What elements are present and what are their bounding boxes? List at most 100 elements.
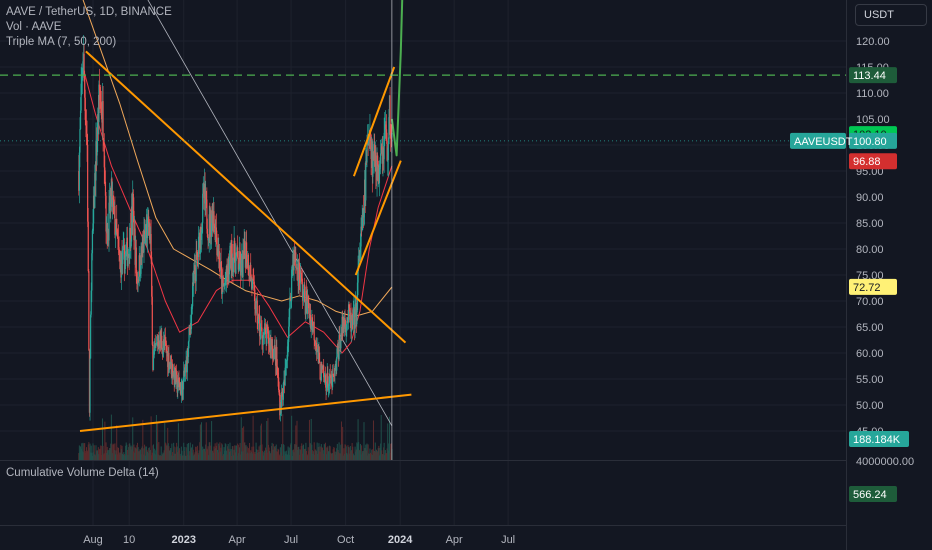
candle-body [223,285,225,287]
volume-bar [115,450,117,460]
trendline-descending-resistance[interactable] [85,50,407,344]
candle-body [276,366,279,373]
volume-bar [365,444,367,460]
volume-bar [171,452,173,460]
volume-bar [367,444,369,460]
volume-bar [145,446,147,460]
volume-bar [327,446,329,460]
candle-body [105,195,107,232]
candle-body [237,257,239,270]
volume-bar [300,445,302,460]
volume-bar [329,446,331,460]
candle-body [139,255,141,276]
trendline-channel-upper[interactable] [352,66,396,177]
volume-bar [244,446,246,460]
volume-bar [257,452,259,460]
ma-legend[interactable]: Triple MA (7, 50, 200) [6,36,117,48]
candle-body [267,328,269,332]
x-tick-label: 2023 [171,534,195,546]
volume-bar [167,443,169,460]
candle-body [336,346,338,357]
volume-bar [356,442,358,460]
volume-bar [284,451,286,460]
volume-bar [130,445,132,460]
cvd-legend[interactable]: Cumulative Volume Delta (14) [6,467,159,479]
volume-bar [340,444,342,460]
volume-bar [307,447,309,460]
volume-bar [288,450,290,460]
volume-bar [91,452,93,460]
volume-bar [141,447,143,460]
candle-body [329,373,331,384]
volume-bar [213,446,215,460]
volume-bar [345,444,347,460]
volume-bar [218,443,220,460]
volume-bar [233,455,235,460]
volume-bar [361,445,363,460]
volume-bar [326,447,328,460]
volume-bar [174,453,176,460]
trendline-channel-lower[interactable] [354,160,402,276]
volume-bar [314,454,316,460]
volume-bar [288,447,290,460]
volume-bar [324,442,326,460]
projection-path[interactable] [390,0,404,157]
volume-bar [142,454,144,460]
trendline-ascending-support[interactable] [79,393,412,432]
volume-bar [372,420,374,460]
volume-bar [231,455,233,460]
volume-bar [106,453,108,460]
candle-body [134,228,136,265]
volume-bar [343,448,345,460]
volume-bar [323,453,325,460]
volume-bar [222,454,224,460]
volume-bar [270,446,272,460]
symbol-legend[interactable]: AAVE / TetherUS, 1D, BINANCE [6,6,172,18]
volume-bar [196,445,198,460]
volume-bar [160,455,162,460]
volume-bar [348,447,350,460]
candle-body [235,252,238,256]
candle-body [346,321,348,325]
volume-bar [310,443,312,460]
candle-body [307,298,309,314]
volume-bar [209,442,211,460]
volume-bar [201,422,203,460]
candle-body [350,317,353,332]
candle-body [180,386,182,395]
candle-body [161,335,163,349]
volume-bar [236,455,238,460]
candle-body [114,205,116,235]
volume-bar [107,450,109,460]
volume-bar [148,447,150,460]
volume-bar [258,446,260,460]
volume-bar [358,449,360,460]
volume-bar [214,449,216,460]
candle-body [305,290,307,315]
candle-body [260,326,263,328]
volume-bar [234,445,236,460]
volume-bar [237,443,239,460]
volume-bar [134,452,136,460]
volume-bar [109,448,111,460]
volume-bar [315,450,317,460]
trendlines[interactable] [0,0,846,460]
y-tick-label: 65.00 [856,322,884,334]
ma-slow-line [82,0,393,318]
volume-bar [175,447,177,460]
volume-bar [138,451,140,460]
candle-body [216,237,218,256]
volume-legend[interactable]: Vol · AAVE [6,21,62,33]
candle-body [361,215,363,228]
volume-bar [101,454,103,460]
volume-bar [188,455,190,460]
candle-body [144,234,146,239]
candle-body [323,376,325,378]
candle-body [320,363,322,381]
volume-bar [85,452,87,460]
volume-bar [208,455,210,460]
currency-button[interactable]: USDT [855,4,927,26]
volume-bar [378,455,380,460]
candle-body [132,193,134,211]
